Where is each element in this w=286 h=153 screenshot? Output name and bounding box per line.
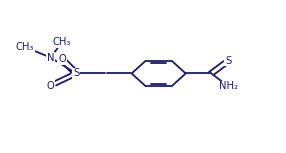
Text: S: S <box>73 69 79 78</box>
Text: N: N <box>47 52 54 63</box>
Text: O: O <box>58 54 66 64</box>
Text: S: S <box>225 56 231 66</box>
Text: O: O <box>47 81 54 91</box>
Text: NH₂: NH₂ <box>219 81 238 91</box>
Text: CH₃: CH₃ <box>16 42 34 52</box>
Text: CH₃: CH₃ <box>53 37 71 47</box>
